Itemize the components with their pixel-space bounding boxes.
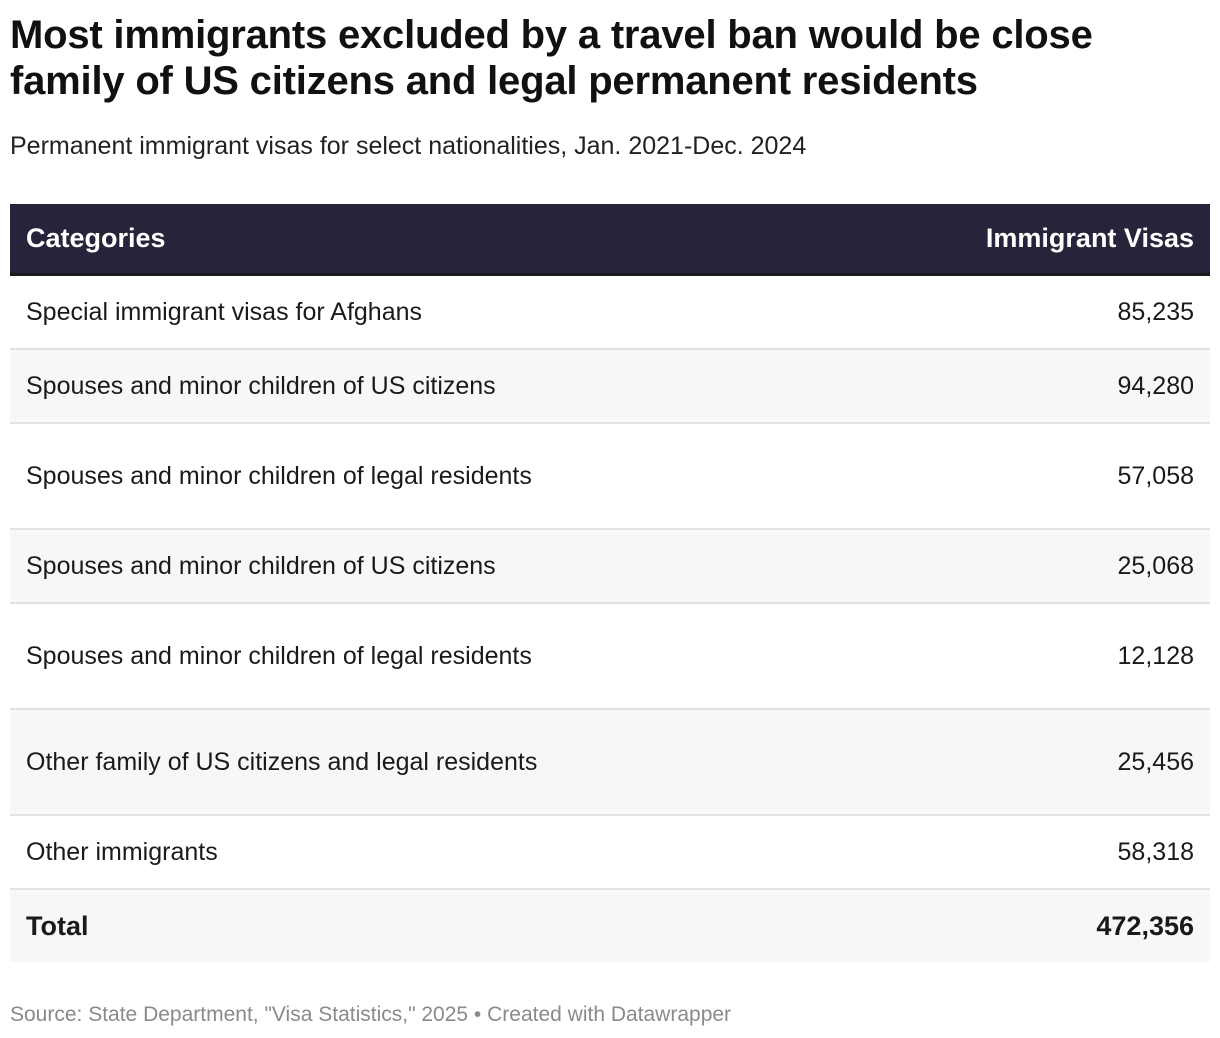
row-category: Spouses and minor children of US citizen… [26,372,496,400]
table-total-row: Total 472,356 [10,890,1210,962]
row-value: 58,318 [1117,838,1194,866]
table-body: Special immigrant visas for Afghans 85,2… [10,276,1210,962]
visa-table: Categories Immigrant Visas Special immig… [10,204,1210,962]
total-value: 472,356 [1096,911,1194,941]
row-category: Spouses and minor children of US citizen… [26,552,496,580]
table-row: Other family of US citizens and legal re… [10,710,1210,816]
row-value: 25,068 [1117,552,1194,580]
source-footer: Source: State Department, "Visa Statisti… [10,1003,732,1026]
table-row: Special immigrant visas for Afghans 85,2… [10,276,1210,350]
row-value: 94,280 [1117,372,1194,400]
row-value: 12,128 [1117,642,1194,670]
row-category: Spouses and minor children of legal resi… [26,462,532,490]
row-category: Other immigrants [26,838,218,866]
row-value: 85,235 [1117,298,1194,326]
table-row: Other immigrants 58,318 [10,816,1210,890]
total-label: Total [26,911,89,941]
table-row: Spouses and minor children of legal resi… [10,604,1210,710]
table-row: Spouses and minor children of US citizen… [10,350,1210,424]
chart-subtitle: Permanent immigrant visas for select nat… [10,132,807,160]
row-category: Spouses and minor children of legal resi… [26,642,532,670]
column-header-categories: Categories [26,223,166,253]
table-header: Categories Immigrant Visas [10,204,1210,276]
chart-title: Most immigrants excluded by a travel ban… [10,13,1093,103]
row-category: Other family of US citizens and legal re… [26,748,538,776]
table-row: Spouses and minor children of legal resi… [10,424,1210,530]
row-category: Special immigrant visas for Afghans [26,298,423,326]
table-row: Spouses and minor children of US citizen… [10,530,1210,604]
column-header-immigrant-visas: Immigrant Visas [985,223,1194,253]
row-value: 57,058 [1117,462,1194,490]
row-value: 25,456 [1117,748,1194,776]
